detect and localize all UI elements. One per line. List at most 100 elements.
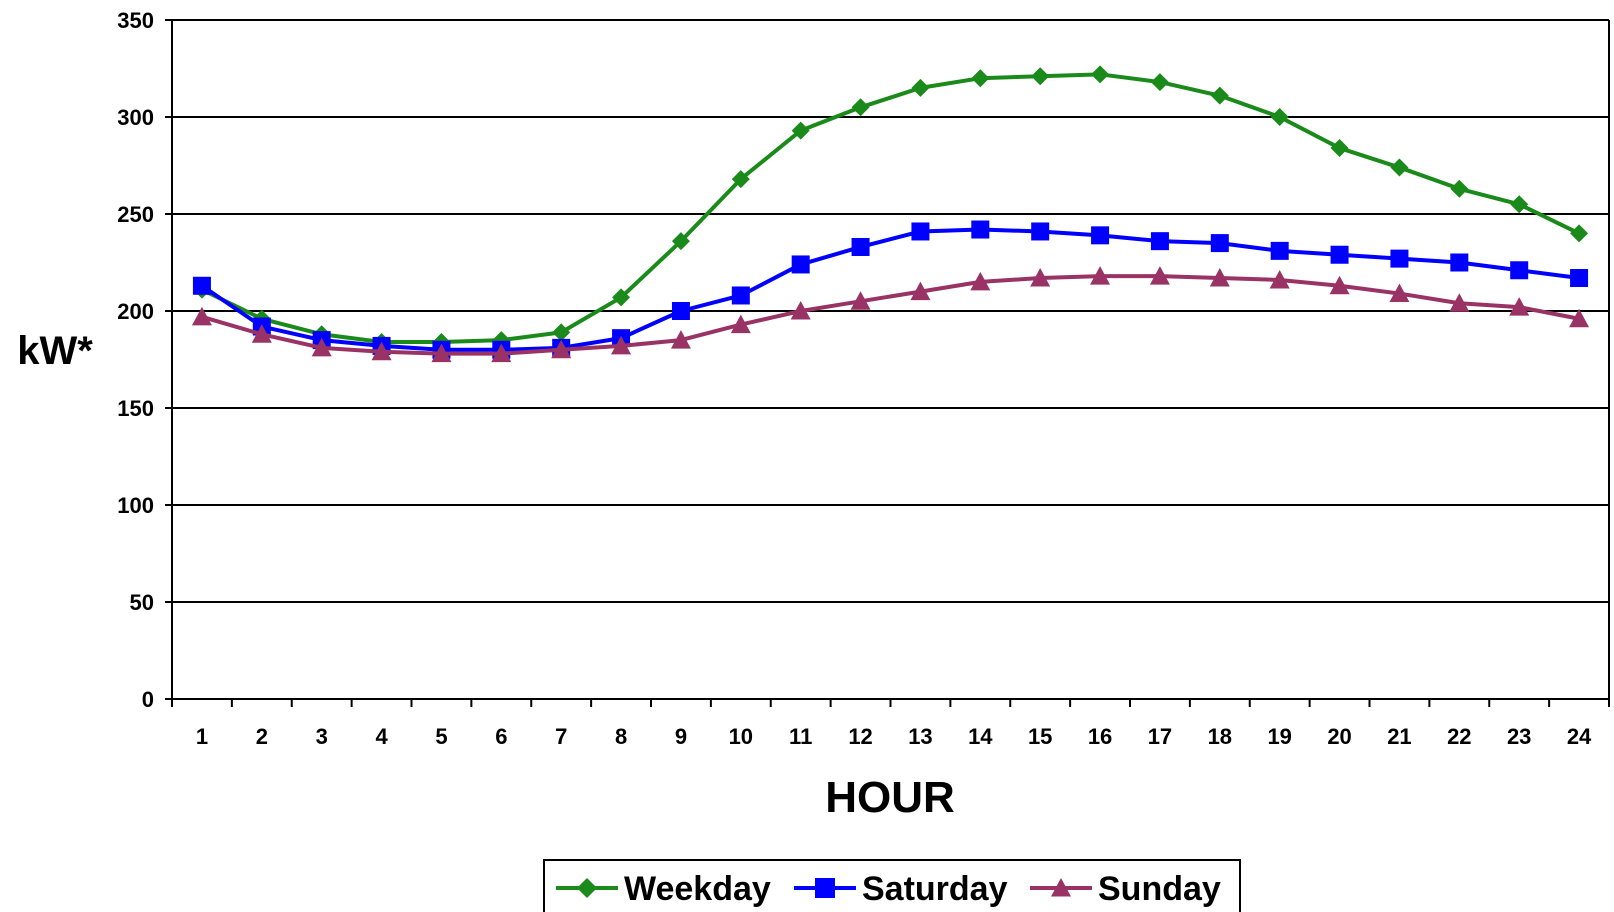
data-point-saturday [1570, 269, 1589, 288]
data-point-saturday [1031, 222, 1050, 241]
data-point-sunday [311, 337, 332, 357]
data-point-weekday [1031, 67, 1050, 86]
legend-marker-saturday [815, 878, 835, 898]
legend-label-sunday: Sunday [1098, 870, 1221, 908]
x-tick-label: 17 [1148, 724, 1172, 749]
y-tick-label: 300 [117, 105, 154, 130]
data-point-weekday [671, 232, 690, 251]
data-point-weekday [851, 98, 870, 117]
data-point-sunday [1329, 275, 1350, 295]
y-axis-label: kW* [17, 329, 93, 373]
x-tick-label: 14 [968, 724, 993, 749]
legend-marker-sunday [1051, 878, 1071, 897]
data-point-saturday [851, 237, 870, 256]
x-tick-label: 9 [675, 724, 687, 749]
legend: Weekday Saturday Sunday [543, 859, 1241, 912]
data-point-sunday [850, 291, 871, 310]
data-point-sunday [431, 343, 452, 363]
x-tick-label: 23 [1507, 724, 1531, 749]
x-tick-label: 24 [1567, 724, 1592, 749]
x-tick-label: 8 [615, 724, 627, 749]
data-point-weekday [971, 69, 990, 88]
x-tick-label: 20 [1327, 724, 1351, 749]
y-tick-label: 100 [117, 493, 154, 518]
data-point-weekday [1390, 158, 1409, 177]
x-tick-label: 6 [495, 724, 507, 749]
data-point-sunday [1209, 268, 1230, 287]
data-point-sunday [1030, 268, 1051, 287]
y-tick-label: 0 [142, 687, 154, 712]
x-tick-label: 11 [789, 724, 812, 749]
data-point-saturday [1270, 241, 1289, 260]
data-point-sunday [1569, 308, 1590, 328]
x-tick-label: 2 [256, 724, 268, 749]
y-tick-label: 50 [130, 590, 154, 615]
data-point-sunday [1389, 283, 1410, 303]
legend-entry-sunday: Sunday [1030, 870, 1221, 908]
data-point-sunday [790, 301, 811, 320]
data-point-sunday [1449, 293, 1470, 312]
data-point-saturday [1091, 226, 1110, 245]
y-tick-label: 200 [117, 299, 154, 324]
gridlines [172, 19, 1609, 603]
data-point-saturday [1450, 253, 1469, 272]
data-point-sunday [670, 330, 691, 349]
data-point-weekday [1091, 65, 1110, 84]
x-tick-label: 13 [908, 724, 932, 749]
data-point-saturday [1210, 234, 1229, 253]
data-point-saturday [1150, 232, 1169, 251]
legend-entry-saturday: Saturday [794, 870, 1008, 908]
data-point-saturday [1510, 261, 1529, 280]
data-point-saturday [1330, 245, 1349, 264]
data-point-weekday [1270, 108, 1289, 126]
legend-label-weekday: Weekday [624, 870, 771, 908]
series [191, 65, 1590, 363]
data-point-weekday [1450, 179, 1469, 198]
data-point-saturday [671, 302, 690, 320]
series-weekday [192, 65, 1589, 352]
x-tick-label: 12 [848, 724, 872, 749]
data-point-sunday [730, 314, 751, 334]
data-point-weekday [911, 78, 930, 97]
data-point-sunday [491, 343, 512, 363]
data-point-weekday [1210, 86, 1229, 105]
data-point-sunday [970, 271, 991, 291]
y-tick-label: 150 [117, 396, 154, 421]
data-point-sunday [910, 281, 931, 301]
legend-label-saturday: Saturday [862, 870, 1008, 908]
legend-entry-weekday: Weekday [556, 870, 771, 908]
x-tick-label: 10 [729, 724, 753, 749]
data-point-saturday [731, 286, 750, 305]
x-tick-label: 3 [316, 724, 328, 749]
data-point-weekday [1330, 139, 1349, 158]
y-tick-label: 350 [117, 8, 154, 33]
x-tick-label: 5 [435, 724, 447, 749]
x-tick-label: 16 [1088, 724, 1112, 749]
data-point-weekday [1510, 195, 1529, 214]
x-axis-label: HOUR [825, 773, 955, 822]
x-tick-label: 18 [1208, 724, 1232, 749]
x-tick-label: 1 [196, 724, 208, 749]
series-sunday [191, 266, 1590, 363]
data-point-sunday [191, 306, 212, 326]
data-point-weekday [1570, 224, 1589, 243]
data-point-saturday [192, 276, 211, 295]
x-tick-label: 22 [1447, 724, 1471, 749]
data-point-saturday [911, 222, 930, 241]
x-tick-label: 15 [1028, 724, 1052, 749]
data-point-sunday [1090, 266, 1111, 285]
data-point-sunday [371, 341, 392, 361]
data-point-weekday [731, 170, 750, 189]
data-point-saturday [971, 220, 990, 239]
x-tick-label: 19 [1267, 724, 1291, 749]
x-tick-label: 21 [1387, 724, 1411, 749]
series-line-sunday [201, 274, 1580, 356]
x-tick-label: 4 [375, 724, 388, 749]
data-point-sunday [1269, 269, 1290, 289]
data-point-weekday [612, 288, 631, 307]
data-point-sunday [611, 335, 632, 355]
data-point-weekday [552, 323, 571, 342]
data-point-sunday [551, 339, 572, 359]
data-point-saturday [791, 255, 810, 274]
